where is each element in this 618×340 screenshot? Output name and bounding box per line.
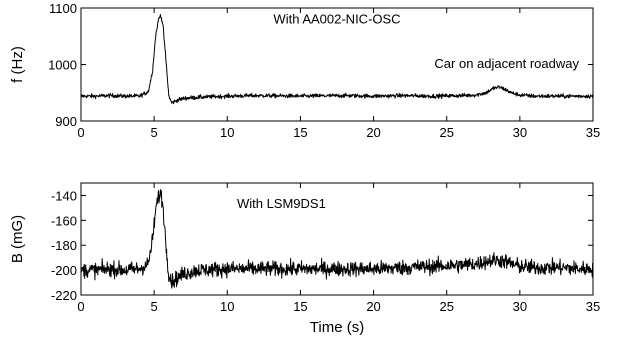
y-tick-label: -200: [51, 263, 77, 278]
x-tick-label: 15: [293, 125, 307, 140]
plot-frame: [80, 182, 594, 296]
series-line: [80, 189, 594, 289]
y-axis-label: f (Hz): [9, 46, 26, 83]
x-tick-label: 30: [513, 299, 527, 314]
y-tick-label: -180: [51, 238, 77, 253]
x-tick-label: 25: [439, 299, 453, 314]
bottom-panel: 0 5 10 15 20 25 30 35 -220 -200 -180 -160 -140 B (mG)…: [9, 182, 600, 336]
x-axis-label: Time (s): [310, 319, 364, 336]
series-line: [80, 14, 594, 105]
y-tick-label: -220: [51, 288, 77, 303]
y-tick-label: 900: [55, 114, 77, 129]
x-tick-label: 20: [366, 125, 380, 140]
x-tick-label: 0: [77, 299, 84, 314]
x-tick-label: 35: [586, 125, 600, 140]
x-tick-label: 0: [77, 125, 84, 140]
x-tick-label: 5: [151, 299, 158, 314]
y-tick-label: -160: [51, 213, 77, 228]
x-tick-label: 30: [513, 125, 527, 140]
y-tick-label: 1100: [49, 1, 77, 16]
x-tick-label: 15: [293, 299, 307, 314]
y-tick-label: -140: [51, 188, 77, 203]
annotation-label: Car on adjacent roadway: [434, 56, 579, 71]
x-tick-label: 5: [151, 125, 158, 140]
y-axis-label: B (mG): [9, 215, 26, 263]
annotation-label: With LSM9DS1: [237, 196, 326, 211]
x-tick-label: 35: [586, 299, 600, 314]
x-tick-label: 10: [220, 299, 234, 314]
x-tick-label: 25: [439, 125, 453, 140]
top-panel: 0 5 10 15 20 25 30 35 900 1000 1100 f (Hz) With AA00…: [9, 1, 600, 140]
x-tick-label: 10: [220, 125, 234, 140]
annotation-label: With AA002-NIC-OSC: [273, 11, 400, 26]
x-tick-label: 20: [366, 299, 380, 314]
y-tick-label: 1000: [48, 58, 77, 73]
